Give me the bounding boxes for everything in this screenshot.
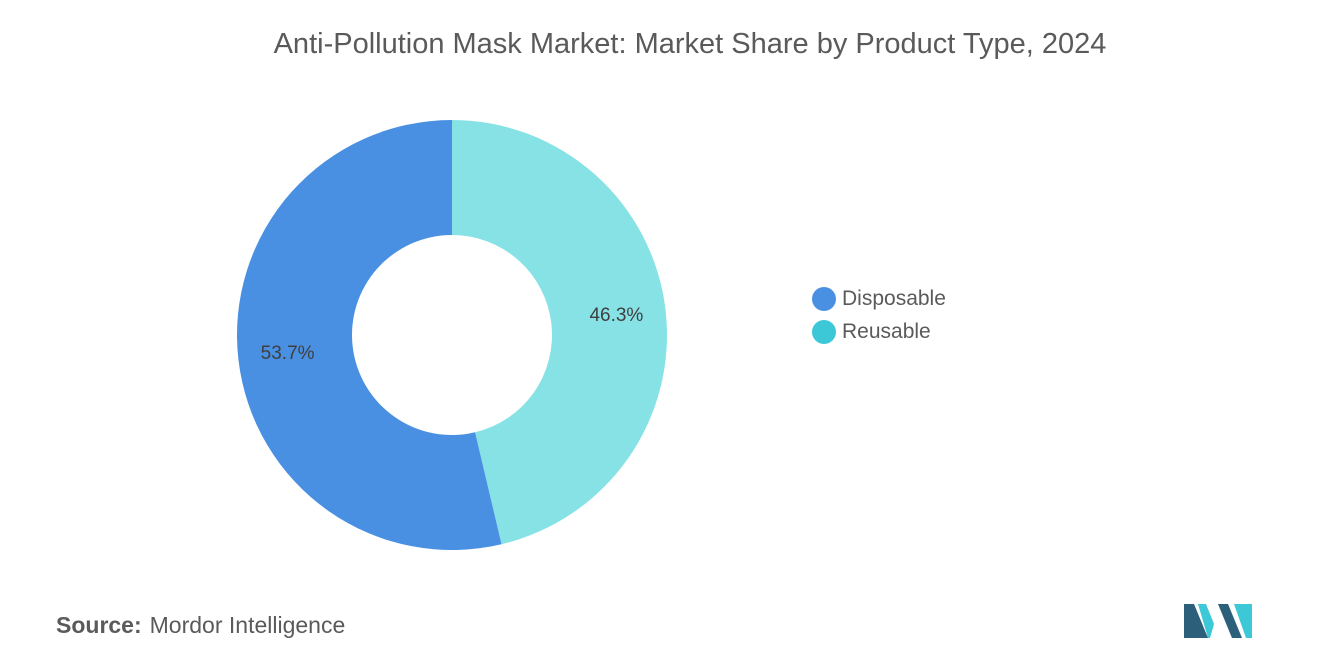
legend: Disposable Reusable [812,282,946,348]
donut-slice-disposable [237,120,502,550]
legend-swatch-disposable [812,286,836,311]
legend-swatch-reusable [812,319,836,344]
data-label-reusable: 46.3% [589,305,643,326]
source-note: Source: Mordor Intelligence [56,612,345,639]
legend-item-reusable: Reusable [812,315,946,348]
source-name: Mordor Intelligence [149,612,346,638]
mordor-intelligence-logo-icon [1184,604,1252,638]
legend-label-disposable: Disposable [842,286,946,310]
legend-label-reusable: Reusable [842,319,931,343]
logo-shape-right [1234,604,1252,638]
logo-shape-mid-left [1198,604,1214,638]
donut-slice-reusable [452,120,667,545]
legend-item-disposable: Disposable [812,282,946,315]
logo-shape-left [1184,604,1208,638]
source-prefix: Source: [56,612,142,638]
data-label-disposable: 53.7% [261,343,315,364]
chart-title: Anti-Pollution Mask Market: Market Share… [273,28,1107,60]
logo-shape-mid-right [1218,604,1242,638]
